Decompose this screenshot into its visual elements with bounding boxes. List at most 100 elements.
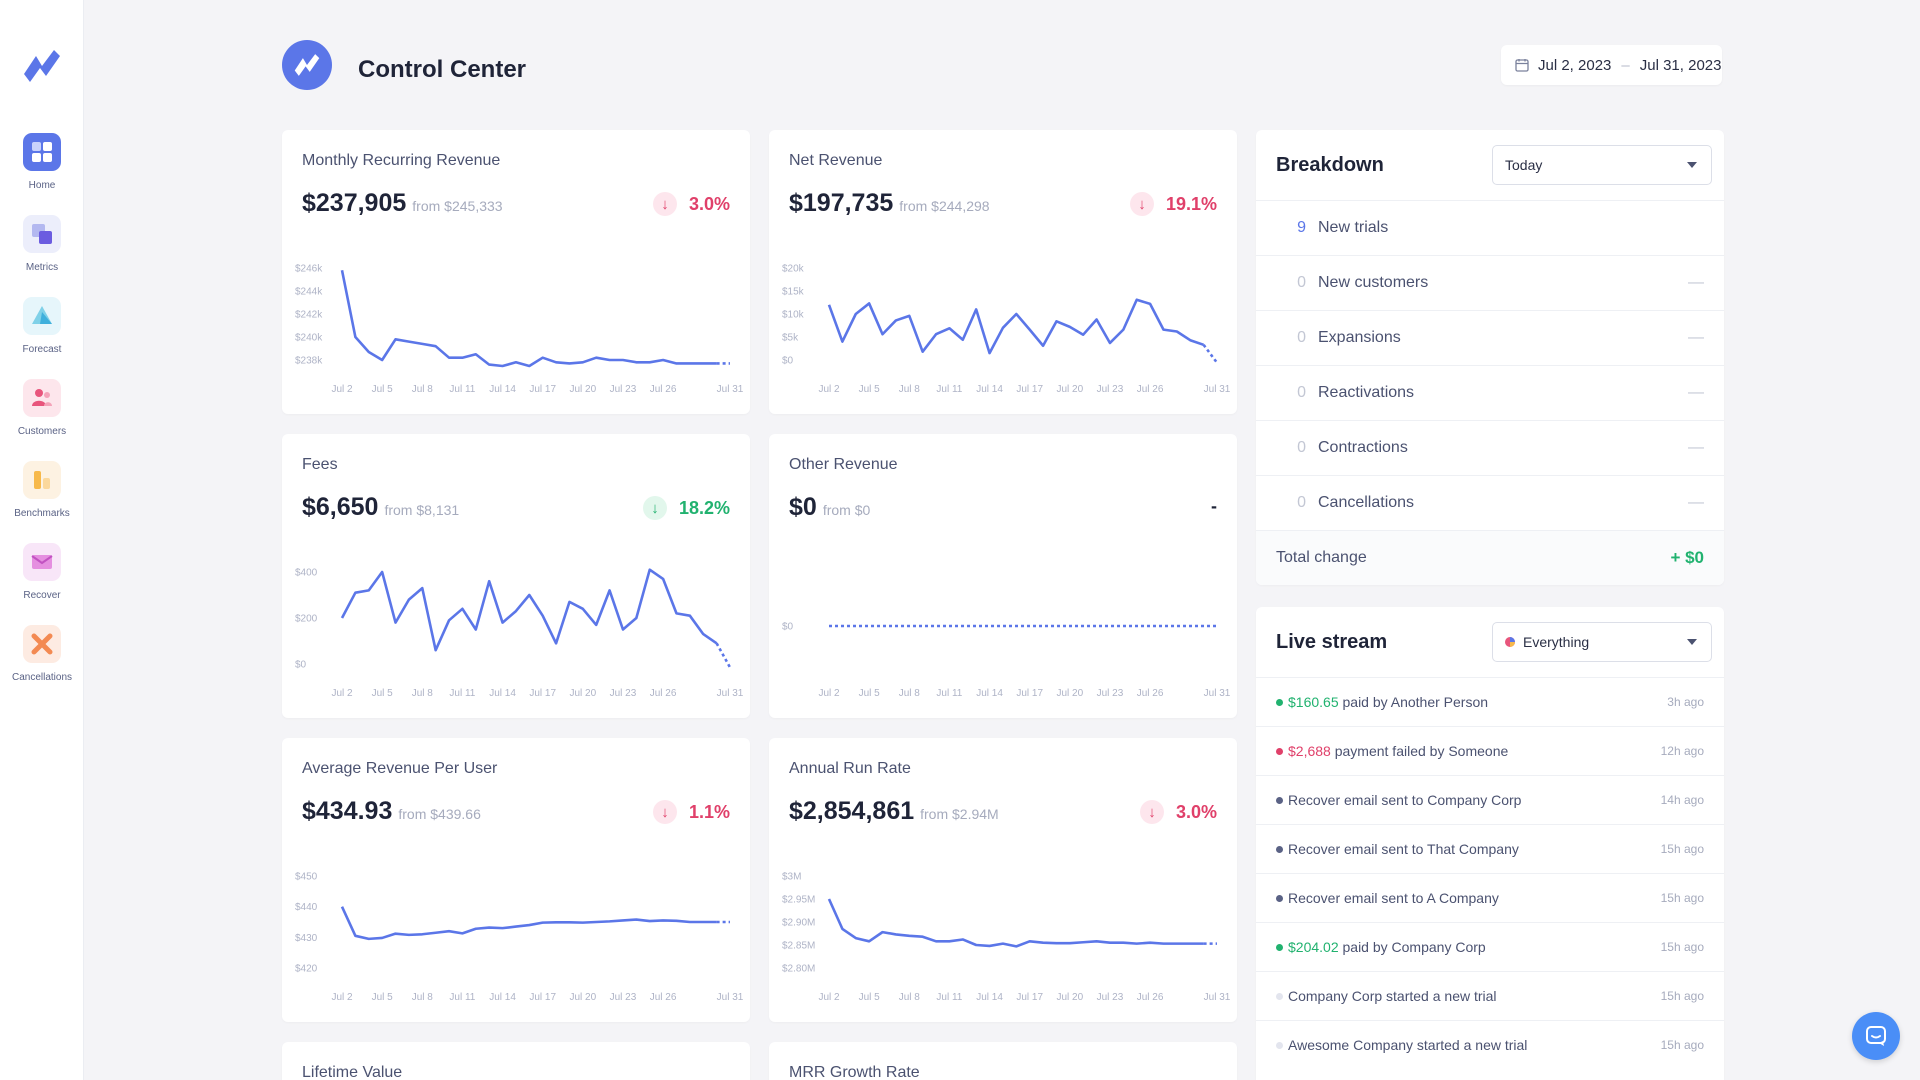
breakdown-row[interactable]: 9 New trials xyxy=(1256,200,1724,255)
metric-card-arpu[interactable]: Average Revenue Per User $434.93 from $43… xyxy=(282,738,750,1022)
metric-change: ↓ 18.2% xyxy=(642,496,730,520)
metric-card-arr[interactable]: Annual Run Rate $2,854,861 from $2.94M ↓ 3… xyxy=(769,738,1237,1022)
total-change-label: Total change xyxy=(1276,549,1367,566)
x-tick-label: Jul 17 xyxy=(1016,688,1043,699)
live-stream-filter-value: Everything xyxy=(1523,634,1590,650)
x-tick-label: Jul 20 xyxy=(569,384,596,395)
live-stream-time: 3h ago xyxy=(1667,695,1704,709)
sidebar-item-home[interactable]: Home xyxy=(0,133,84,191)
x-tick-label: Jul 11 xyxy=(936,992,962,1003)
metrics-icon xyxy=(23,215,61,253)
breakdown-dash: — xyxy=(1688,274,1704,291)
page-title: Control Center xyxy=(358,56,526,83)
breakdown-title: Breakdown xyxy=(1276,154,1384,176)
x-tick-label: Jul 20 xyxy=(569,992,596,1003)
x-tick-label: Jul 17 xyxy=(1016,384,1043,395)
breakdown-label: Reactivations xyxy=(1318,384,1415,401)
live-stream-time: 15h ago xyxy=(1660,989,1704,1003)
net-revenue-chart: $20k $15k $10k $5k $0 Jul 2 Jul 5 Jul 8 Jul 11 Ju… xyxy=(782,264,1231,396)
breakdown-label: New customers xyxy=(1318,274,1429,291)
x-tick-label: Jul 14 xyxy=(489,384,516,395)
metric-card-net-revenue[interactable]: Net Revenue $197,735 from $244,298 ↓ 19.1%… xyxy=(769,130,1237,414)
y-tick-label: $440 xyxy=(295,902,318,913)
metric-value: $2,854,861 from $2.94M xyxy=(789,797,999,826)
y-tick-label: $244k xyxy=(295,287,323,298)
status-dot-icon xyxy=(1276,698,1283,706)
status-dot-icon xyxy=(1276,845,1283,853)
live-stream-item[interactable]: Awesome Company started a new trial 15h a… xyxy=(1256,1020,1724,1069)
live-stream-item[interactable]: Recover email sent to A Company 15h ago xyxy=(1256,873,1724,922)
sidebar-item-customers[interactable]: Customers xyxy=(0,379,84,437)
arr-chart: $3M $2.95M $2.90M $2.85M $2.80M Jul 2 Jul 5 Jul… xyxy=(782,872,1231,1004)
calendar-icon xyxy=(1515,59,1529,72)
x-tick-label: Jul 26 xyxy=(1137,992,1164,1003)
live-stream-text: payment failed by Someone xyxy=(1330,743,1509,759)
live-stream-time: 15h ago xyxy=(1660,940,1704,954)
x-tick-label: Jul 23 xyxy=(610,992,637,1003)
live-stream-amount: $204.02 xyxy=(1288,939,1339,955)
live-stream-filter-select[interactable]: Everything xyxy=(1492,622,1712,662)
live-stream-time: 12h ago xyxy=(1660,744,1704,758)
sidebar-item-metrics[interactable]: Metrics xyxy=(0,215,84,273)
metric-value-text: $6,650 xyxy=(302,493,379,521)
chat-launcher-button[interactable] xyxy=(1852,1012,1900,1060)
metric-change: ↓ 3.0% xyxy=(1139,800,1217,824)
breakdown-total: Total change + $0 xyxy=(1256,530,1724,585)
breakdown-label: Expansions xyxy=(1318,329,1401,346)
sidebar-item-forecast[interactable]: Forecast xyxy=(0,297,84,355)
metric-card-mrr-growth[interactable]: MRR Growth Rate xyxy=(769,1042,1237,1080)
status-dot-icon xyxy=(1276,992,1283,1000)
sidebar-item-label: Metrics xyxy=(25,262,59,273)
metric-card-ltv[interactable]: Lifetime Value xyxy=(282,1042,750,1080)
breakdown-row[interactable]: 0 Expansions — xyxy=(1256,310,1724,365)
date-range-picker[interactable]: Jul 2, 2023 – Jul 31, 2023 xyxy=(1501,45,1722,85)
y-tick-label: $450 xyxy=(295,872,318,883)
live-stream-item[interactable]: $160.65 paid by Another Person 3h ago xyxy=(1256,677,1724,726)
x-tick-label: Jul 23 xyxy=(1097,992,1124,1003)
breakdown-row[interactable]: 0 New customers — xyxy=(1256,255,1724,310)
breakdown-row[interactable]: 0 Cancellations — xyxy=(1256,475,1724,530)
sidebar-item-cancellations[interactable]: Cancellations xyxy=(0,625,84,683)
metric-card-fees[interactable]: Fees $6,650 from $8,131 ↓ 18.2% $400 $200 $0… xyxy=(282,434,750,718)
metric-value-text: $2,854,861 xyxy=(789,797,915,825)
breakdown-panel: Breakdown Today 9 New trials 0 New custome… xyxy=(1256,130,1724,585)
live-stream-item[interactable]: Recover email sent to That Company 15h ag… xyxy=(1256,824,1724,873)
breakdown-label: New trials xyxy=(1318,219,1389,236)
sidebar-item-benchmarks[interactable]: Benchmarks xyxy=(0,461,84,519)
x-tick-label: Jul 5 xyxy=(372,688,394,699)
breakdown-row[interactable]: 0 Contractions — xyxy=(1256,420,1724,475)
total-change-value: + $0 xyxy=(1670,548,1704,567)
series-line xyxy=(827,898,1204,948)
metric-card-mrr[interactable]: Monthly Recurring Revenue $237,905 from $… xyxy=(282,130,750,414)
breakdown-count: 0 xyxy=(1297,494,1306,511)
x-tick-label: Jul 23 xyxy=(1097,384,1124,395)
app-logo-icon[interactable] xyxy=(20,46,64,86)
x-tick-label: Jul 5 xyxy=(859,384,881,395)
x-tick-label: Jul 14 xyxy=(976,384,1003,395)
series-line xyxy=(340,270,717,368)
live-stream-item[interactable]: Recover email sent to Company Corp 14h ag… xyxy=(1256,775,1724,824)
metric-value: $0 from $0 xyxy=(789,493,870,522)
status-dot-icon xyxy=(1276,796,1283,804)
y-tick-label: $430 xyxy=(295,933,318,944)
live-stream-text: Recover email sent to That Company xyxy=(1288,841,1519,857)
x-tick-label: Jul 26 xyxy=(650,384,677,395)
x-tick-label: Jul 31 xyxy=(1204,992,1231,1003)
x-tick-label: Jul 17 xyxy=(529,384,556,395)
live-stream-item[interactable]: $204.02 paid by Company Corp 15h ago xyxy=(1256,922,1724,971)
x-tick-label: Jul 31 xyxy=(717,688,744,699)
metric-from: from $2.94M xyxy=(920,806,999,822)
date-range-separator: – xyxy=(1621,56,1630,74)
metric-card-other-revenue[interactable]: Other Revenue $0 from $0 - $0 Jul 2 Jul 5 Ju… xyxy=(769,434,1237,718)
series-line-partial xyxy=(1202,344,1219,364)
breakdown-period-select[interactable]: Today xyxy=(1492,145,1712,185)
live-stream-item[interactable]: $2,688 payment failed by Someone 12h ago xyxy=(1256,726,1724,775)
live-stream-item[interactable]: Company Corp started a new trial 15h ago xyxy=(1256,971,1724,1020)
x-tick-label: Jul 2 xyxy=(331,992,353,1003)
y-tick-label: $242k xyxy=(295,310,323,321)
live-stream-text: Recover email sent to A Company xyxy=(1288,890,1499,906)
metric-from: from $245,333 xyxy=(412,198,503,214)
sidebar-item-recover[interactable]: Recover xyxy=(0,543,84,601)
y-tick-label: $2.90M xyxy=(782,918,815,929)
breakdown-row[interactable]: 0 Reactivations — xyxy=(1256,365,1724,420)
